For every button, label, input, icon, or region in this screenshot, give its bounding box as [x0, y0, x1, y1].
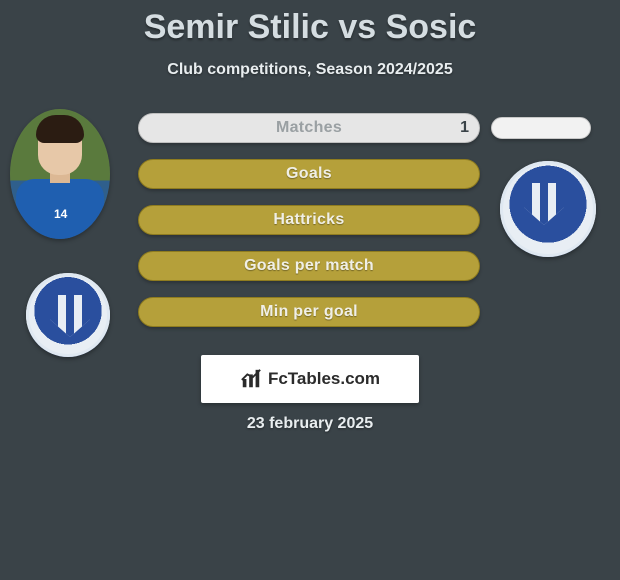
stat-bar: Matches 1: [138, 113, 480, 143]
stat-bar: Goals per match: [138, 251, 480, 281]
attribution-box: FcTables.com: [201, 355, 419, 403]
stat-bar-label: Goals per match: [244, 257, 374, 275]
page-subtitle: Club competitions, Season 2024/2025: [0, 61, 620, 79]
stat-bar: Min per goal: [138, 297, 480, 327]
club-crest-right: [500, 161, 596, 257]
player-pill-right: [491, 117, 591, 139]
stat-bar: Goals: [138, 159, 480, 189]
comparison-stage: 14 Matches 1 Goals Hattricks Goals per match…: [0, 107, 620, 447]
footer-date: 23 february 2025: [0, 415, 620, 433]
page-title: Semir Stilic vs Sosic: [0, 0, 620, 47]
stat-bar-label: Goals: [286, 165, 332, 183]
stat-bar: Hattricks: [138, 205, 480, 235]
stat-bar-label: Min per goal: [260, 303, 358, 321]
stat-bar-label: Matches: [276, 119, 342, 137]
player-shirt-number: 14: [54, 207, 67, 221]
chart-icon: [240, 368, 262, 390]
stat-bar-label: Hattricks: [273, 211, 344, 229]
stat-bar-value: 1: [460, 119, 469, 137]
player-portrait-left: 14: [10, 109, 110, 239]
attribution-brand: FcTables.com: [268, 369, 380, 389]
club-crest-left: [26, 273, 110, 357]
